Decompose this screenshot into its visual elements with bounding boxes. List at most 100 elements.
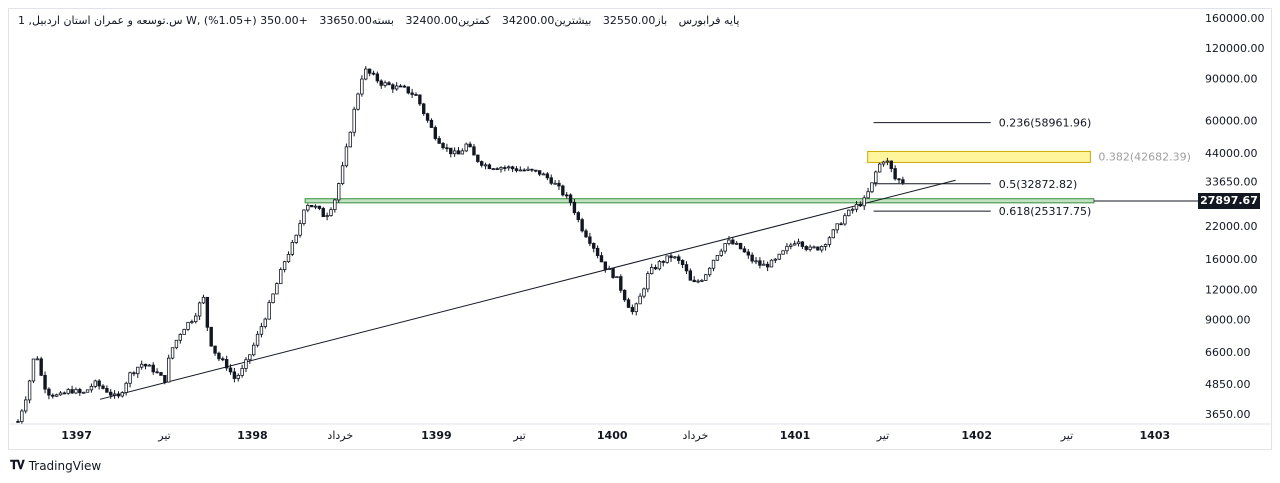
candle-body	[796, 241, 801, 245]
candle-body	[194, 315, 198, 323]
x-tick-label: 1399	[421, 429, 452, 442]
candle-body	[271, 293, 275, 304]
candle-body	[514, 168, 519, 172]
candle-body	[387, 82, 391, 86]
candle-body	[422, 103, 426, 115]
x-tick-label: 1401	[780, 429, 811, 442]
candle-body	[81, 391, 86, 394]
candle-body	[236, 374, 240, 379]
candle-body	[58, 392, 63, 396]
candle-body	[893, 168, 897, 180]
candle-body	[646, 273, 650, 290]
fib-level-label: 0.236(58961.96)	[999, 117, 1092, 130]
candle-body	[441, 142, 445, 149]
candle-body	[576, 212, 580, 220]
candle-body	[870, 182, 874, 193]
candle-body	[124, 382, 128, 393]
candle-body	[93, 380, 97, 387]
candle-body	[769, 259, 774, 268]
x-tick-label: 1400	[597, 429, 628, 442]
candle-body	[136, 366, 140, 375]
candle-body	[568, 194, 573, 203]
candle-body	[564, 194, 569, 197]
candle-body	[267, 302, 271, 320]
candle-body	[213, 345, 217, 354]
candle-body	[170, 347, 175, 359]
candle-body	[696, 280, 700, 283]
candle-body	[109, 391, 113, 396]
y-tick-label: 16000.00	[1205, 253, 1258, 266]
candle-body	[201, 296, 206, 304]
candle-body	[707, 267, 712, 276]
candle-body	[808, 246, 812, 250]
candle-body	[595, 247, 600, 257]
symbol-title[interactable]: 1 ,س.توسعه و عمران استان اردبیل W, پایه …	[18, 14, 740, 27]
candle-body	[255, 333, 260, 346]
candle-body	[711, 259, 716, 269]
candle-body	[839, 223, 843, 226]
candle-body	[758, 260, 762, 266]
fib-level-label: 0.618(25317.75)	[999, 205, 1092, 218]
support-zone	[304, 198, 1095, 204]
candle-body	[777, 253, 781, 260]
candle-body	[456, 150, 461, 155]
candle-body	[290, 242, 295, 255]
candle-body	[507, 166, 511, 169]
candle-body	[611, 268, 615, 278]
candle-body	[418, 94, 422, 105]
x-tick-label: 1403	[1140, 429, 1171, 442]
candle-body	[688, 270, 693, 281]
candle-body	[252, 344, 256, 356]
candle-body	[820, 246, 824, 251]
candle-body	[371, 72, 376, 75]
y-tick-label: 22000.00	[1205, 220, 1258, 233]
candle-body	[329, 209, 333, 216]
candle-body	[27, 380, 32, 401]
candle-body	[240, 368, 244, 376]
candle-body	[812, 246, 816, 249]
brand-name: TradingView	[28, 458, 102, 473]
x-tick-label: تیر	[876, 429, 889, 442]
candle-body	[394, 85, 399, 90]
candle-body	[847, 209, 851, 217]
candle-body	[491, 168, 495, 171]
candle-body	[742, 248, 747, 253]
candle-body	[804, 246, 808, 250]
candle-body	[39, 358, 43, 376]
candle-body	[607, 268, 611, 270]
candle-body	[217, 352, 221, 360]
candle-body	[321, 208, 325, 218]
candle-body	[657, 261, 662, 270]
candle-body	[128, 372, 132, 384]
candle-body	[406, 86, 410, 94]
candle-body	[889, 160, 893, 169]
candle-body	[101, 385, 105, 389]
candle-body	[464, 143, 468, 152]
candle-body	[325, 215, 329, 218]
candle-body	[746, 251, 750, 256]
candle-body	[557, 182, 561, 187]
candle-body	[449, 147, 453, 155]
candle-body	[823, 244, 828, 247]
candle-body	[221, 358, 225, 361]
candle-body	[534, 169, 538, 172]
candle-body	[773, 258, 778, 261]
candle-body	[286, 253, 291, 263]
candle-body	[367, 68, 372, 74]
candle-body	[858, 203, 863, 207]
candle-body	[704, 274, 708, 281]
x-tick-label: تیر	[512, 429, 525, 442]
candle-body	[677, 256, 681, 261]
candle-body	[62, 392, 67, 395]
candle-body	[182, 328, 186, 335]
candle-body	[244, 359, 248, 369]
candle-body	[719, 250, 723, 256]
tradingview-brand[interactable]: 𝐓𝐕 TradingView	[10, 458, 101, 473]
candle-body	[391, 84, 395, 90]
x-tick-label: 1402	[961, 429, 992, 442]
candle-body	[522, 169, 526, 172]
candle-body	[402, 85, 407, 88]
candle-body	[398, 85, 403, 88]
candle-body	[723, 243, 727, 252]
